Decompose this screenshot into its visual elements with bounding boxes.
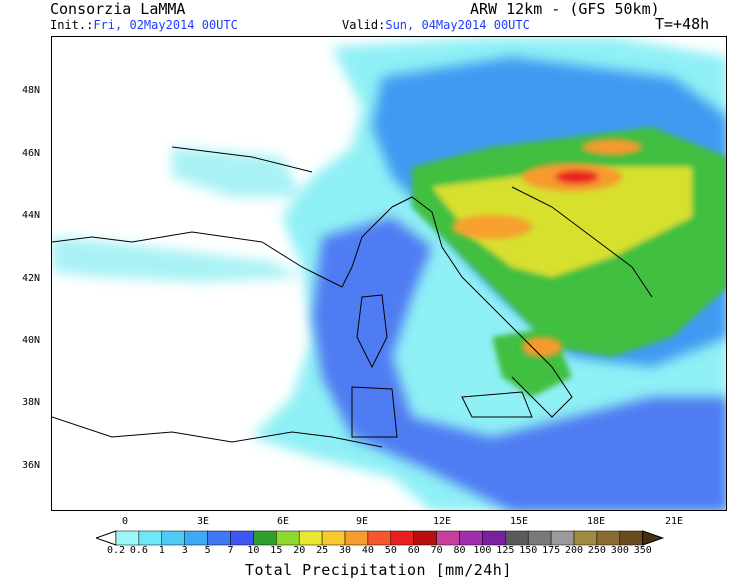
colorbar-cell [413, 530, 437, 546]
colorbar-tick-label: 0.6 [129, 545, 148, 556]
colorbar-cell [253, 530, 277, 546]
lon-label-3e: 3E [197, 516, 210, 527]
colorbar-cell [161, 530, 185, 546]
colorbar-cell [527, 530, 552, 546]
colorbar-tick-label: 20 [293, 545, 306, 556]
forecast-step: T=+48h [655, 15, 710, 33]
colorbar-tick-label: 5 [204, 545, 211, 556]
colorbar-tick-label: 40 [361, 545, 374, 556]
init-value: Fri, 02May2014 00UTC [93, 18, 238, 32]
colorbar-cell [344, 530, 369, 546]
colorbar-tick-label: 1 [158, 545, 165, 556]
colorbar-cell [321, 530, 346, 546]
lat-label-46n: 46N [22, 148, 41, 159]
colorbar-tick-label: 80 [453, 545, 466, 556]
colorbar-tick-label: 200 [565, 545, 584, 556]
colorbar-tick-label: 15 [270, 545, 283, 556]
colorbar-tick-label: 70 [430, 545, 443, 556]
precip-heavy-cores [452, 139, 642, 357]
colorbar-title: Total Precipitation [mm/24h] [245, 561, 512, 579]
lon-label-0: 0 [122, 516, 129, 527]
colorbar-tick-label: 100 [473, 545, 492, 556]
colorbar-tick-label: 150 [519, 545, 538, 556]
colorbar-cell [550, 530, 575, 546]
lat-label-44n: 44N [22, 210, 41, 221]
colorbar-tick-label: 250 [587, 545, 606, 556]
colorbar-cell [390, 530, 414, 546]
lat-label-48n: 48N [22, 85, 41, 96]
colorbar-tick-label: 50 [384, 545, 397, 556]
colorbar [96, 530, 665, 546]
lon-label-6e: 6E [277, 516, 290, 527]
colorbar-tick-label: 10 [247, 545, 260, 556]
valid-value: Sun, 04May2014 00UTC [385, 18, 530, 32]
colorbar-cell [367, 530, 392, 546]
colorbar-cell [138, 530, 163, 546]
lon-label-15e: 15E [510, 516, 529, 527]
lat-label-42n: 42N [22, 273, 41, 284]
lon-label-18e: 18E [587, 516, 606, 527]
colorbar-tick-label: 350 [633, 545, 652, 556]
colorbar-cell [619, 530, 643, 546]
lat-label-40n: 40N [22, 335, 41, 346]
model-title: Consorzia LaMMA [50, 0, 186, 18]
colorbar-tick-label: 125 [496, 545, 515, 556]
precipitation-map [51, 36, 727, 511]
precip-moderate-field [412, 127, 726, 397]
colorbar-tick-label: 3 [181, 545, 188, 556]
colorbar-cell [482, 530, 506, 546]
colorbar-cell [436, 530, 460, 546]
lon-label-12e: 12E [433, 516, 452, 527]
coastlines [52, 146, 653, 448]
colorbar-cell [207, 530, 231, 546]
colorbar-high-triangle [642, 530, 665, 546]
colorbar-cell [298, 530, 323, 546]
model-run-label: ARW 12km - (GFS 50km) [470, 0, 660, 18]
colorbar-tick-label: 30 [339, 545, 352, 556]
lat-label-36n: 36N [22, 460, 41, 471]
colorbar-tick-label: 25 [316, 545, 329, 556]
colorbar-tick-label: 300 [610, 545, 629, 556]
init-time: Init.:Fri, 02May2014 00UTC [50, 18, 238, 32]
valid-label: Valid: [342, 18, 386, 32]
colorbar-cell [276, 530, 300, 546]
colorbar-tick-label: 60 [407, 545, 420, 556]
colorbar-cell [459, 530, 483, 546]
lon-label-21e: 21E [665, 516, 684, 527]
colorbar-tick-label: 7 [227, 545, 234, 556]
colorbar-cell [184, 530, 208, 546]
colorbar-cell [230, 530, 254, 546]
colorbar-cells [96, 530, 665, 546]
init-label: Init.: [50, 18, 94, 32]
map-canvas [52, 37, 726, 510]
colorbar-cell [115, 530, 140, 546]
lat-label-38n: 38N [22, 397, 41, 408]
colorbar-tick-label: 175 [542, 545, 561, 556]
colorbar-low-triangle [96, 530, 117, 546]
colorbar-cell [505, 530, 529, 546]
colorbar-cell [573, 530, 598, 546]
valid-time: Valid:Sun, 04May2014 00UTC [342, 18, 530, 32]
colorbar-tick-label: 0.2 [107, 545, 126, 556]
colorbar-cell [596, 530, 621, 546]
lon-label-9e: 9E [356, 516, 369, 527]
